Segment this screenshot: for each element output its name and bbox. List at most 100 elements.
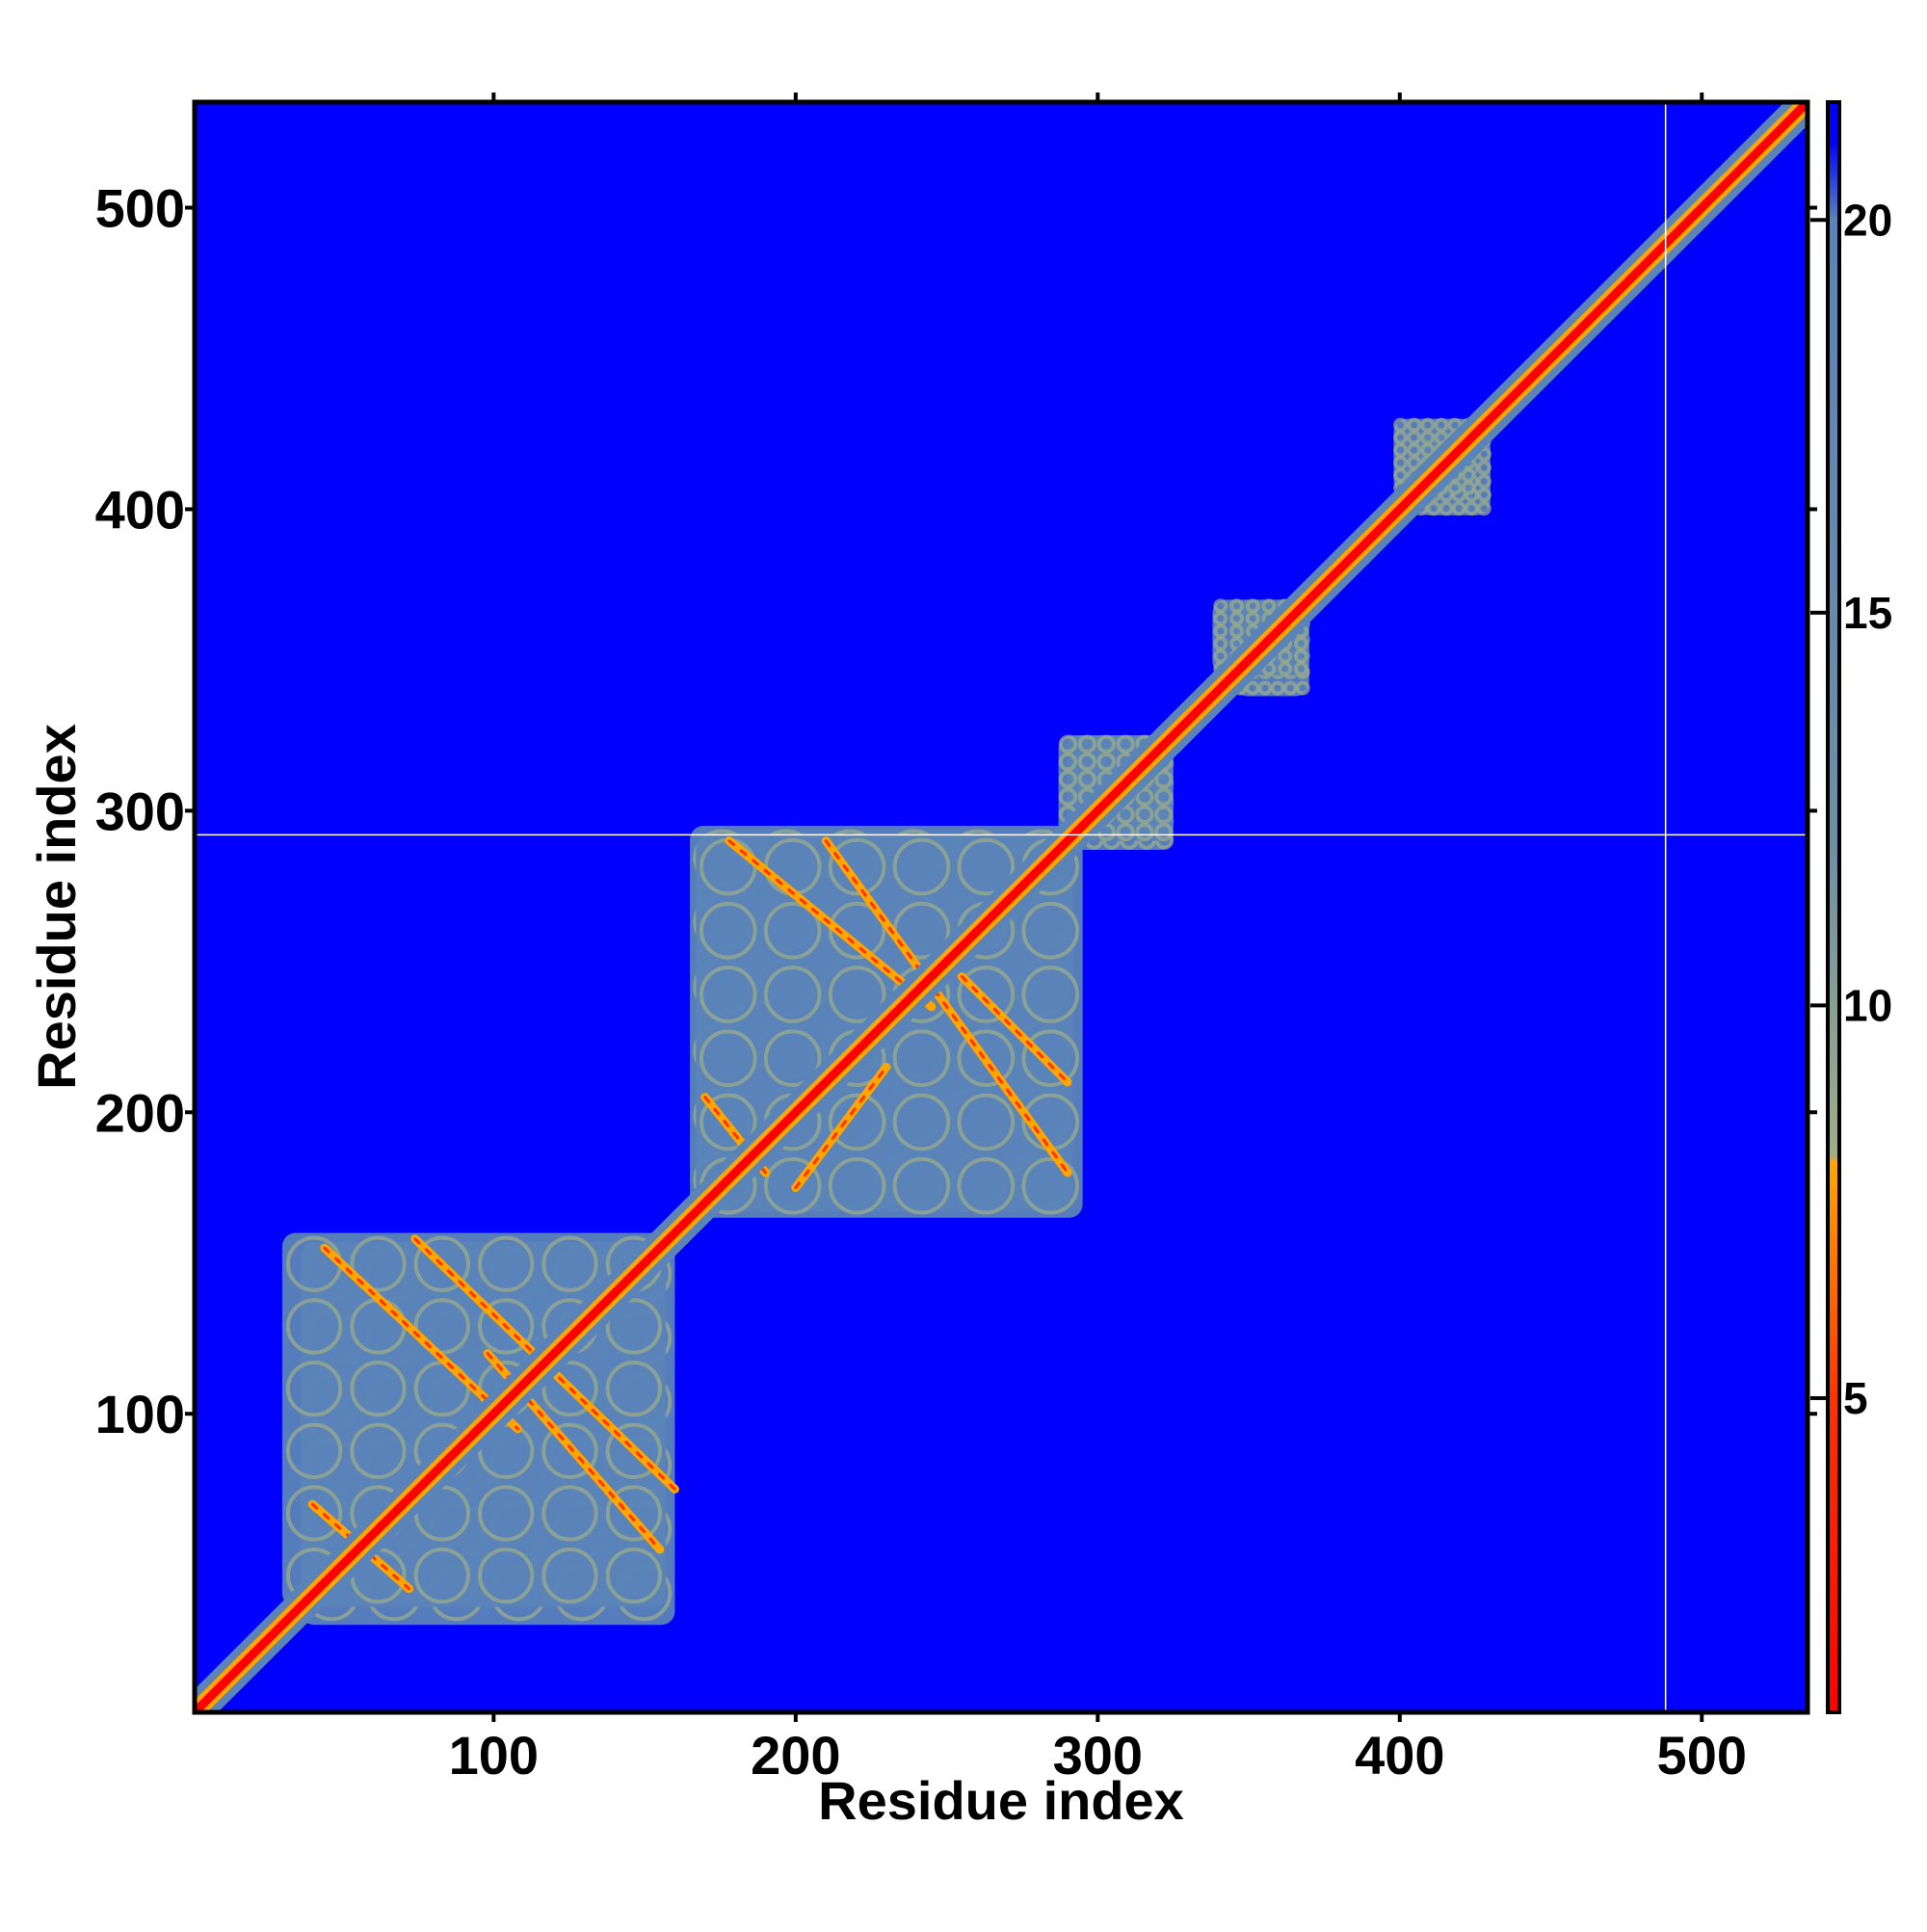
contact-cell xyxy=(350,1360,407,1417)
x-tick-label: 400 xyxy=(1355,1725,1444,1786)
contact-band-core xyxy=(960,974,1069,1084)
contact-cell xyxy=(1021,1029,1080,1088)
contact-cell xyxy=(1229,611,1244,626)
contact-cell xyxy=(1447,417,1463,433)
contact-cell xyxy=(828,901,886,960)
contact-cell xyxy=(828,1093,886,1151)
contact-cell xyxy=(1476,460,1491,475)
y-tick-label: 100 xyxy=(95,1384,185,1444)
contact-cell xyxy=(413,1547,470,1604)
contact-cell xyxy=(1393,467,1409,483)
contact-cell xyxy=(1407,455,1422,470)
contact-cell xyxy=(285,1485,343,1542)
contact-cell xyxy=(1476,501,1491,516)
contact-cell xyxy=(1293,636,1308,651)
colorbar-tick-label: 20 xyxy=(1843,195,1892,245)
contact-cell xyxy=(1426,501,1441,516)
contact-cell xyxy=(1135,822,1154,842)
diagonal-line xyxy=(195,102,1808,1712)
contact-cell xyxy=(1407,417,1422,433)
contact-cell xyxy=(1257,680,1273,696)
contact-cell xyxy=(1116,805,1135,824)
contact-cell xyxy=(892,1156,951,1215)
x-tick-label: 100 xyxy=(449,1725,539,1786)
contact-cell xyxy=(1077,770,1097,789)
contact-cell xyxy=(1213,636,1228,651)
contact-cell xyxy=(477,1422,535,1479)
contact-cell xyxy=(957,966,1016,1023)
contact-cell xyxy=(413,1235,470,1292)
contact-cell xyxy=(285,1360,343,1417)
contact-cell xyxy=(541,1485,598,1542)
plot-area xyxy=(195,102,1808,1712)
contact-cell xyxy=(1058,752,1078,772)
contact-cell xyxy=(605,1298,663,1355)
contact-cell xyxy=(605,1485,663,1542)
contact-band-core xyxy=(486,1352,662,1551)
contact-cell xyxy=(1270,680,1285,696)
colorbar-ticks: 5 10 15 20 xyxy=(1810,195,1892,1423)
contact-cell xyxy=(1135,787,1154,807)
contact-cell xyxy=(957,837,1016,896)
contact-cell xyxy=(892,837,951,896)
contact-cell xyxy=(1451,501,1466,516)
contact-cell xyxy=(1213,611,1228,626)
contact-cell xyxy=(1393,442,1409,458)
contact-cell xyxy=(605,1422,663,1479)
contact-cell xyxy=(1058,734,1078,754)
contact-cell xyxy=(541,1360,598,1417)
contact-cell xyxy=(605,1547,663,1604)
contact-cell xyxy=(1434,430,1449,445)
colorbar-tick-label: 15 xyxy=(1843,588,1892,638)
contact-cell xyxy=(700,1029,757,1088)
x-axis-label: Residue index xyxy=(818,1770,1184,1831)
contact-cell xyxy=(1461,467,1476,483)
contact-cell xyxy=(1476,474,1491,489)
reference-lines xyxy=(195,102,1808,1712)
contact-cell xyxy=(1420,442,1436,458)
contact-cell xyxy=(1293,661,1308,676)
contact-cell xyxy=(1021,1156,1080,1215)
contact-cell xyxy=(1077,734,1097,754)
contact-cell xyxy=(828,837,886,896)
contact-cell xyxy=(1096,752,1116,772)
contact-cell xyxy=(1154,805,1174,824)
y-tick-label: 500 xyxy=(95,178,185,239)
contact-cell xyxy=(1096,734,1116,754)
contact-cell xyxy=(892,1093,951,1151)
contact-cell xyxy=(1116,734,1135,754)
contact-cell xyxy=(1439,501,1454,516)
contact-cell xyxy=(541,1422,598,1479)
y-tick-label: 400 xyxy=(95,479,185,540)
colorbar-gradient xyxy=(1826,100,1841,1714)
contact-cell xyxy=(285,1298,343,1355)
contact-cell xyxy=(1407,430,1422,445)
contact-cell xyxy=(477,1235,535,1292)
contact-cell xyxy=(1393,455,1409,470)
contact-cell xyxy=(1245,680,1260,696)
contact-cell xyxy=(477,1547,535,1604)
contact-cell xyxy=(285,1422,343,1479)
x-tick-label: 300 xyxy=(1053,1725,1143,1786)
contact-cell xyxy=(700,1093,757,1151)
contact-cell xyxy=(1058,770,1078,789)
contact-band-core xyxy=(824,839,1069,1175)
contact-cell xyxy=(957,1029,1016,1088)
contact-cell xyxy=(1464,501,1479,516)
contact-cell xyxy=(1282,680,1298,696)
contact-cell xyxy=(541,1235,598,1292)
contact-cell xyxy=(828,1156,886,1215)
contact-cell xyxy=(700,901,757,960)
contact-cell xyxy=(892,1029,951,1088)
contact-cell xyxy=(1461,480,1476,495)
contact-cell xyxy=(1293,648,1308,664)
contact-cell xyxy=(1229,623,1244,639)
contact-band-core xyxy=(727,839,934,1009)
x-tick-label: 500 xyxy=(1657,1725,1747,1786)
contact-cell xyxy=(957,1156,1016,1215)
contact-cell xyxy=(1213,623,1228,639)
contact-cell xyxy=(477,1298,535,1355)
contact-cell xyxy=(957,1093,1016,1151)
colorbar-tick-label: 10 xyxy=(1843,980,1892,1030)
